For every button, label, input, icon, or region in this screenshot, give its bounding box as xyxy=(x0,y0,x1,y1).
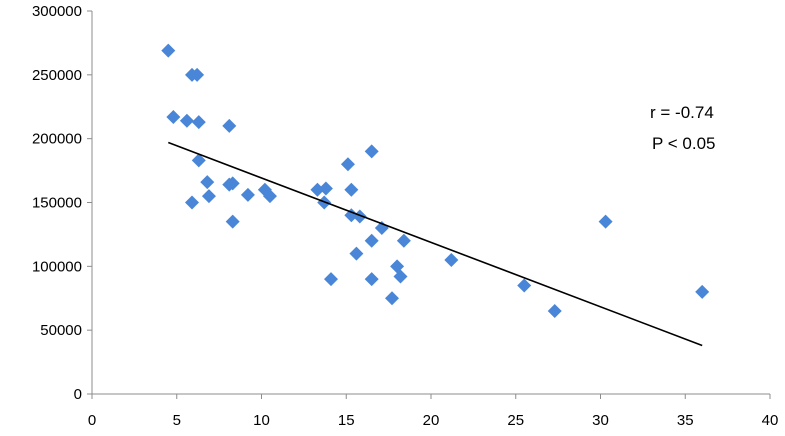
data-point xyxy=(166,109,181,124)
data-point xyxy=(364,272,379,287)
data-points xyxy=(161,43,710,319)
x-tick-label: 25 xyxy=(507,412,524,429)
data-point xyxy=(349,246,364,261)
data-point xyxy=(364,233,379,248)
y-tick-label: 0 xyxy=(74,386,82,403)
y-tick-label: 250000 xyxy=(32,67,82,84)
x-tick-label: 0 xyxy=(88,412,96,429)
y-tick-label: 150000 xyxy=(32,195,82,212)
data-point xyxy=(222,118,237,133)
data-point xyxy=(517,278,532,293)
y-tick-label: 100000 xyxy=(32,258,82,275)
data-point xyxy=(323,272,338,287)
data-point xyxy=(161,43,176,58)
data-point xyxy=(179,113,194,128)
x-tick-label: 40 xyxy=(762,412,779,429)
x-tick-label: 10 xyxy=(253,412,270,429)
annotation-p-value: P < 0.05 xyxy=(652,134,716,153)
data-point xyxy=(262,189,277,204)
data-point xyxy=(393,269,408,284)
data-point xyxy=(344,208,359,223)
x-tick-label: 5 xyxy=(173,412,181,429)
data-point xyxy=(444,252,459,267)
data-point xyxy=(340,157,355,172)
x-tick-label: 30 xyxy=(592,412,609,429)
data-point xyxy=(364,144,379,159)
x-axis-ticks: 0 5 10 15 20 25 30 35 40 xyxy=(88,394,779,429)
data-point xyxy=(310,182,325,197)
data-point xyxy=(190,67,205,82)
annotation-r-value: r = -0.74 xyxy=(650,103,714,122)
data-point xyxy=(318,181,333,196)
data-point xyxy=(191,153,206,168)
data-point xyxy=(344,182,359,197)
y-tick-label: 300000 xyxy=(32,3,82,20)
data-point xyxy=(240,187,255,202)
y-tick-label: 50000 xyxy=(40,322,82,339)
data-point xyxy=(200,175,215,190)
y-axis-ticks: 0 50000 100000 150000 200000 250000 300000 xyxy=(32,3,92,403)
axes: 0 50000 100000 150000 200000 250000 300000 0 5 1… xyxy=(32,3,778,429)
data-point xyxy=(191,115,206,130)
y-tick-label: 200000 xyxy=(32,131,82,148)
data-point xyxy=(695,284,710,299)
x-tick-label: 20 xyxy=(423,412,440,429)
data-point xyxy=(185,195,200,210)
data-point xyxy=(201,189,216,204)
data-point xyxy=(396,233,411,248)
data-point xyxy=(352,209,367,224)
data-point xyxy=(385,291,400,306)
data-point xyxy=(547,304,562,319)
data-point xyxy=(598,214,613,229)
data-point xyxy=(225,176,240,191)
x-tick-label: 15 xyxy=(338,412,355,429)
trendline xyxy=(167,141,703,347)
x-tick-label: 35 xyxy=(677,412,694,429)
data-point xyxy=(225,214,240,229)
